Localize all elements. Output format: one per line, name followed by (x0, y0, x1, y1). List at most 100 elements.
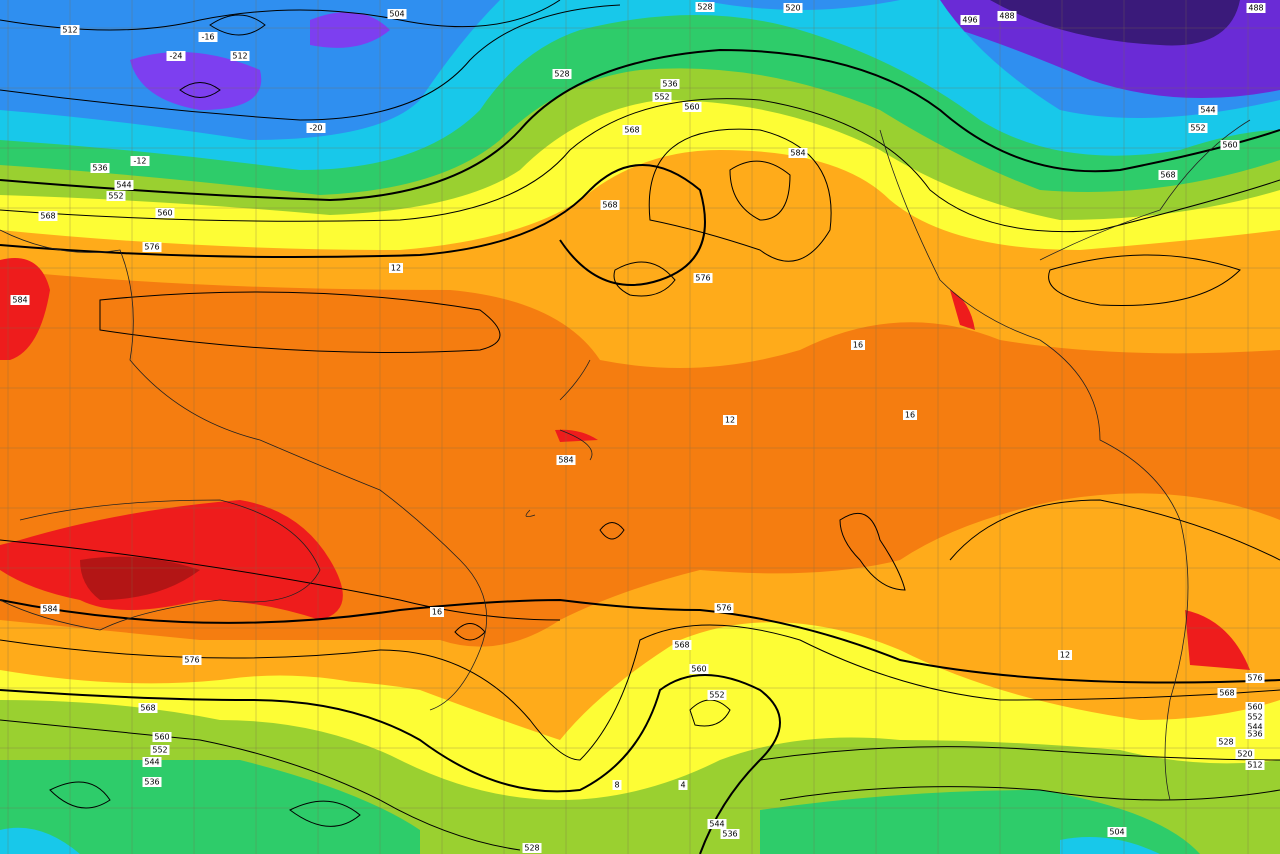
temperature-label: -12 (133, 157, 146, 166)
height-label-box (142, 777, 162, 787)
height-label: 504 (389, 10, 404, 19)
height-label-box (1216, 737, 1236, 747)
height-label: 544 (709, 820, 724, 829)
height-label-box (1245, 712, 1265, 722)
height-label: 528 (554, 70, 569, 79)
coastlines (0, 119, 1251, 801)
temperature-label: 16 (853, 341, 863, 350)
height-label: 544 (116, 181, 131, 190)
temperature-label: 8 (614, 781, 619, 790)
height-label-box (152, 732, 172, 742)
height-label: 512 (62, 26, 77, 35)
temperature-label-box (430, 607, 444, 617)
height-label-box (693, 273, 713, 283)
height-label-box (622, 125, 642, 135)
height-label-box (142, 242, 162, 252)
height-label-box (142, 757, 162, 767)
height-label-box (1188, 123, 1208, 133)
height-label: 584 (790, 149, 805, 158)
height-label: 584 (558, 456, 573, 465)
height-label: 560 (1222, 141, 1237, 150)
height-label: 496 (962, 16, 977, 25)
height-label-box (556, 455, 576, 465)
height-label-box (387, 9, 407, 19)
temperature-label: -24 (169, 52, 182, 61)
height-label-box (1245, 722, 1265, 732)
temperature-label-box (306, 123, 326, 133)
height-label: 504 (1109, 828, 1124, 837)
height-label-box (1158, 170, 1178, 180)
height-label: 576 (716, 604, 731, 613)
height-label-box (1245, 729, 1265, 739)
height-label: 552 (1247, 713, 1262, 722)
height-label: 584 (42, 605, 57, 614)
height-label-box (1217, 688, 1237, 698)
height-label-box (106, 191, 126, 201)
temperature-label-box (166, 51, 186, 61)
height-label: 584 (12, 296, 27, 305)
temperature-label: 12 (725, 416, 735, 425)
height-label: 560 (684, 103, 699, 112)
height-label: 568 (40, 212, 55, 221)
height-label: 576 (1247, 674, 1262, 683)
temperature-label: 12 (391, 264, 401, 273)
height-label-box (660, 79, 680, 89)
height-label: 536 (92, 164, 107, 173)
height-label: 536 (144, 778, 159, 787)
height-label: 560 (691, 665, 706, 674)
height-label-box (695, 2, 715, 12)
height-label-box (114, 180, 134, 190)
height-label-box (90, 163, 110, 173)
height-label: 552 (108, 192, 123, 201)
height-label: 536 (662, 80, 677, 89)
height-label: 560 (154, 733, 169, 742)
height-label: 552 (709, 691, 724, 700)
height-label-box (10, 295, 30, 305)
height-label: 568 (602, 201, 617, 210)
height-label-box (38, 211, 58, 221)
height-label-box (783, 3, 803, 13)
height-label: 544 (1200, 106, 1215, 115)
height-label: 528 (524, 844, 539, 853)
temperature-label: 16 (432, 608, 442, 617)
height-label-box (1245, 673, 1265, 683)
temperature-label-box (903, 410, 917, 420)
height-label-box (1235, 749, 1255, 759)
height-label-box (652, 92, 672, 102)
height-label: 512 (232, 52, 247, 61)
temperature-label: 12 (1060, 651, 1070, 660)
temperature-label-box (1058, 650, 1072, 660)
height-label: 552 (152, 746, 167, 755)
height-label-box (1245, 760, 1265, 770)
height-label: 536 (722, 830, 737, 839)
temperature-label: 16 (905, 411, 915, 420)
height-label: 568 (1219, 689, 1234, 698)
height-label-box (707, 690, 727, 700)
height-label-box (1220, 140, 1240, 150)
height-label-box (1198, 105, 1218, 115)
height-label: 488 (1248, 4, 1263, 13)
height-label-box (150, 745, 170, 755)
height-label-box (960, 15, 980, 25)
height-label: 560 (1247, 703, 1262, 712)
height-label-box (672, 640, 692, 650)
temperature-label-box (678, 780, 688, 790)
height-label-box (1246, 3, 1266, 13)
height-label: 576 (184, 656, 199, 665)
height-label-box (552, 69, 572, 79)
height-label: 528 (697, 3, 712, 12)
temperature-label-box (851, 340, 865, 350)
height-label-box (600, 200, 620, 210)
height-label: 568 (1160, 171, 1175, 180)
height-label: 568 (624, 126, 639, 135)
height-label: 488 (999, 12, 1014, 21)
height-label: 568 (140, 704, 155, 713)
height-label: 576 (144, 243, 159, 252)
height-label-box (40, 604, 60, 614)
height-label-box (1245, 702, 1265, 712)
height-label: 576 (695, 274, 710, 283)
height-label-box (155, 208, 175, 218)
